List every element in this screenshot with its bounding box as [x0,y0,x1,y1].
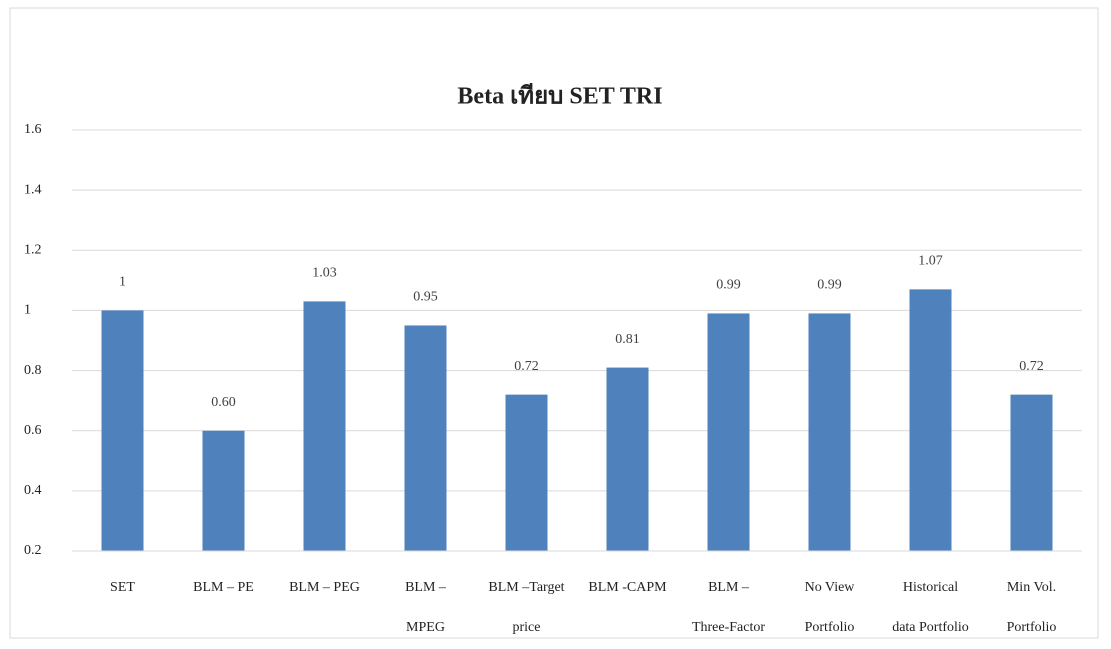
bar [303,301,346,551]
x-tick-label: Historical data Portfolio [892,580,969,635]
value-label: 1.07 [918,254,943,269]
value-label: 0.60 [211,395,236,410]
bar [707,313,750,551]
value-label: 0.99 [817,278,842,293]
x-tick-label: No View Portfolio [805,580,856,635]
y-tick-label: 0.6 [24,423,42,438]
x-tick-label: BLM -CAPM [588,580,667,595]
y-tick-label: 1.2 [24,243,42,258]
x-tick-label: BLM – Three-Factor [692,580,765,635]
y-tick-label: 0.4 [24,483,42,498]
value-label: 1 [119,275,126,290]
x-tick-label: Min Vol. Portfolio [1007,580,1057,635]
chart-title: Beta เทียบ SET TRI [457,83,662,110]
bar [1010,394,1053,551]
value-label: 0.99 [716,278,741,293]
value-label: 0.81 [615,332,640,347]
value-label: 1.03 [312,266,337,281]
bar [202,430,245,551]
y-tick-label: 1.6 [24,122,42,137]
y-tick-label: 0.8 [24,363,42,378]
bar [404,325,447,551]
x-tick-label: BLM – PE [193,580,254,595]
bar [101,310,144,551]
bar [606,367,649,551]
x-tick-label: BLM –Target price [488,580,564,635]
bar [909,289,952,551]
value-label: 0.95 [413,290,438,305]
value-label: 0.72 [1019,359,1044,374]
value-label: 0.72 [514,359,539,374]
x-tick-label: BLM – MPEG [405,580,447,635]
y-tick-label: 1 [24,303,31,318]
y-tick-label: 1.4 [24,182,42,197]
x-tick-label: BLM – PEG [289,580,360,595]
y-tick-label: 0.2 [24,543,42,558]
bar [808,313,851,551]
x-tick-label: SET [110,580,135,595]
bar [505,394,548,551]
